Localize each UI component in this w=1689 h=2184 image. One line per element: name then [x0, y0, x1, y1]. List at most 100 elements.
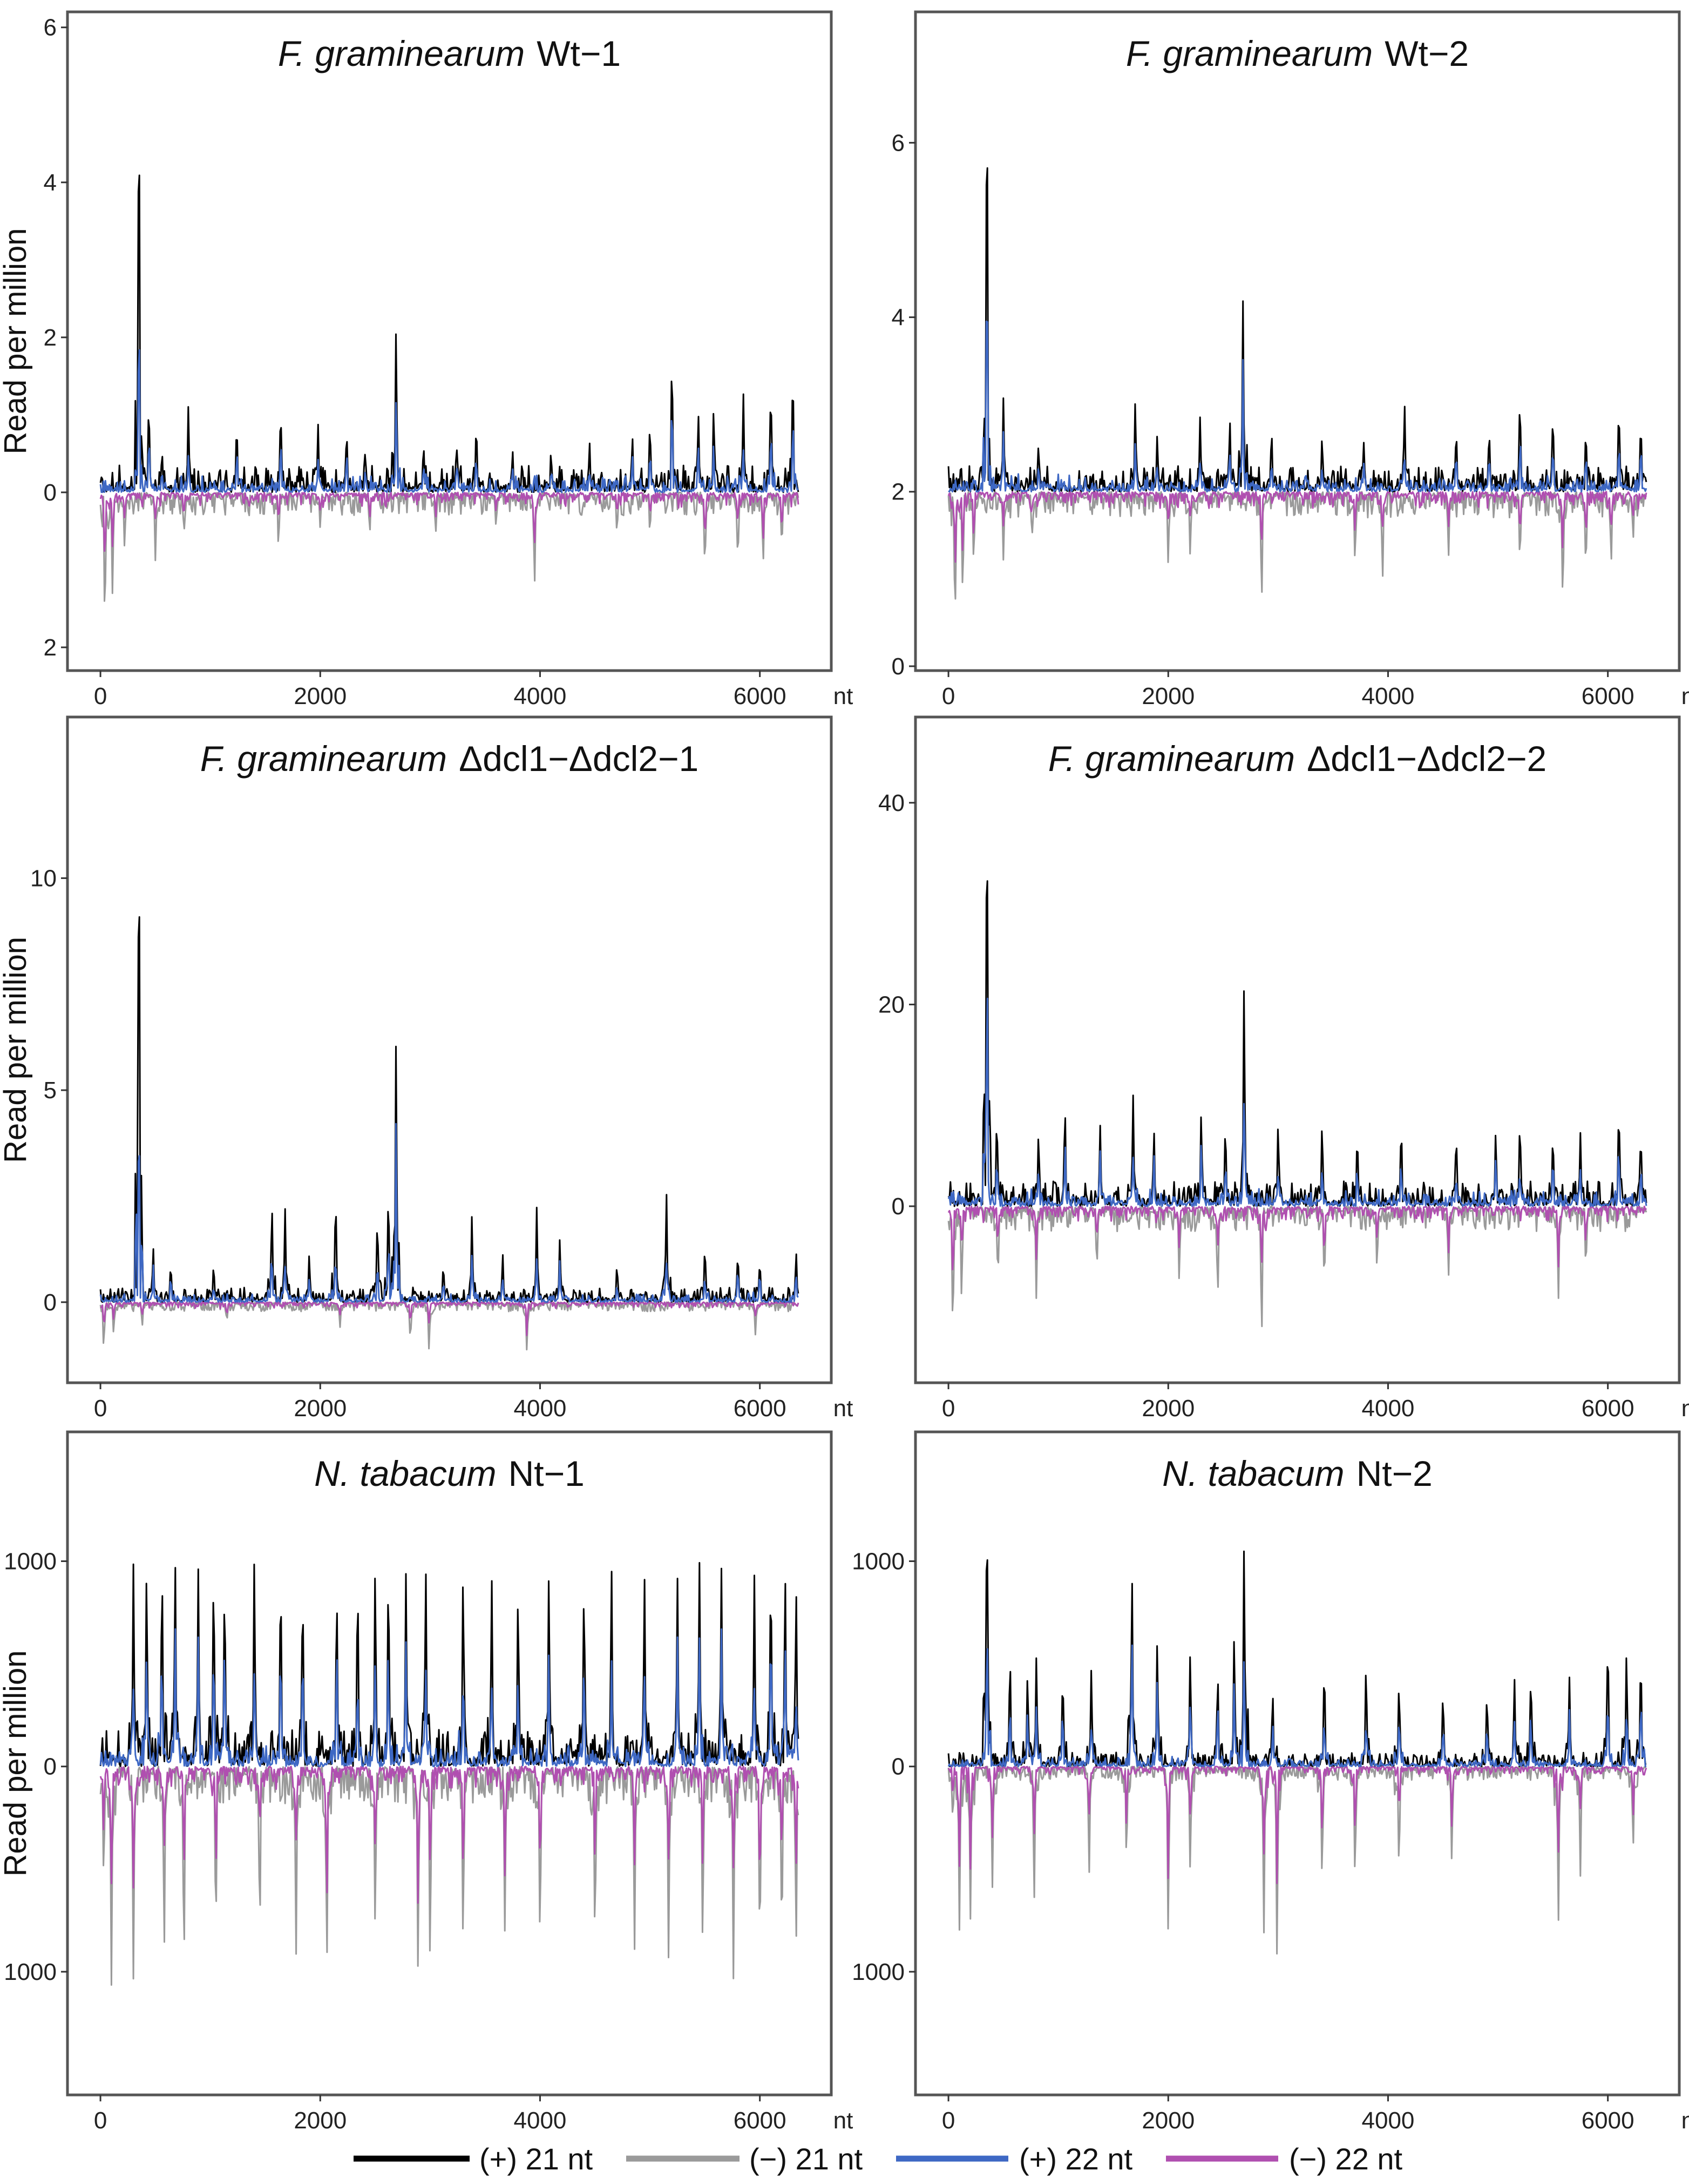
x-tick-label: 0 [94, 2107, 107, 2134]
series-line-p22 [99, 1628, 799, 1768]
panel-title-sample: Δdcl1−Δdcl2−1 [459, 739, 698, 779]
x-tick-label: 6000 [734, 1395, 786, 1422]
y-tick-label: 40 [878, 790, 905, 816]
chart-panel-1: F. graminearum Wt−1 6 4 2 0 2 0 2000 4000 6000 nt Re… [0, 10, 853, 709]
x-tick-label: 4000 [1362, 1395, 1415, 1422]
series-line-n22 [947, 491, 1647, 563]
x-axis-unit: nt [833, 1395, 853, 1422]
legend-item: (−) 22 nt [1166, 2142, 1403, 2176]
series-line-p22 [947, 997, 1647, 1207]
y-tick-label: 1000 [852, 1549, 905, 1575]
x-tick-label: 6000 [1582, 1395, 1634, 1422]
x-tick-label: 0 [942, 683, 955, 709]
y-tick-label: 6 [44, 15, 57, 41]
plot-area [947, 880, 1647, 1327]
series-line-p22 [99, 1123, 799, 1303]
panel-title-sample: Wt−2 [1385, 33, 1469, 73]
legend-label: (−) 21 nt [749, 2142, 863, 2176]
x-tick-label: 2000 [1142, 1395, 1195, 1422]
x-tick-label: 0 [942, 1395, 955, 1422]
panel-title: F. graminearum Δdcl1−Δdcl2−1 [200, 739, 698, 779]
y-tick-label: 0 [892, 1193, 905, 1220]
plot-area [947, 167, 1647, 600]
x-axis-unit: nt [1681, 683, 1689, 709]
panel-title-organism: N. tabacum [314, 1453, 496, 1493]
panel-frame [66, 10, 833, 672]
y-tick-label: 1000 [4, 1959, 57, 1985]
panel-title-sample: Δdcl1−Δdcl2−2 [1307, 739, 1546, 779]
panel-title: F. graminearum Wt−1 [278, 33, 621, 73]
x-tick-label: 4000 [514, 2107, 567, 2134]
chart-panel-3: F. graminearum Δdcl1−Δdcl2−1 10 5 0 0 2000 4000… [0, 715, 853, 1422]
x-tick-label: 2000 [294, 683, 347, 709]
series-line-n22 [99, 491, 799, 552]
series-line-p22 [947, 1644, 1646, 1768]
x-tick-label: 4000 [514, 1395, 567, 1422]
panel-title: F. graminearum Wt−2 [1126, 33, 1469, 73]
panel-title: N. tabacum Nt−2 [1162, 1453, 1433, 1493]
x-tick-label: 6000 [734, 2107, 786, 2134]
panel-title-organism: F. graminearum [1126, 33, 1373, 73]
x-tick-label: 4000 [514, 683, 567, 709]
legend: (+) 21 nt (−) 21 nt (+) 22 nt (−) 22 nt [354, 2142, 1403, 2176]
panel-title-sample: Nt−1 [508, 1453, 585, 1493]
legend-label: (−) 22 nt [1289, 2142, 1403, 2176]
y-tick-label: 5 [44, 1077, 57, 1104]
chart-panel-2: F. graminearum Wt−2 6 4 2 0 0 2000 4000 6000 nt [892, 10, 1689, 709]
plot-area [99, 174, 799, 602]
y-tick-label: 10 [30, 865, 57, 891]
x-axis-unit: nt [833, 683, 853, 709]
series-line-n22 [99, 1766, 799, 1904]
y-tick-label: 0 [44, 479, 57, 506]
series-line-n22 [947, 1205, 1647, 1270]
y-tick-label: 6 [892, 130, 905, 156]
chart-panel-6: N. tabacum Nt−2 1000 0 1000 0 2000 4000 6000 nt [852, 1430, 1689, 2134]
panel-frame [914, 10, 1681, 672]
plot-area [947, 1550, 1647, 1955]
series-line-p21 [99, 174, 799, 493]
x-tick-label: 4000 [1362, 683, 1415, 709]
series-line-p22 [99, 349, 799, 493]
y-tick-label: 20 [878, 991, 905, 1018]
x-tick-label: 0 [94, 683, 107, 709]
y-axis-label: Read per million [0, 937, 33, 1163]
x-tick-label: 2000 [1142, 683, 1195, 709]
x-tick-label: 2000 [294, 1395, 347, 1422]
panel-title-sample: Wt−1 [537, 33, 621, 73]
y-tick-label: 0 [892, 653, 905, 680]
y-axis-label: Read per million [0, 1650, 33, 1876]
y-tick-label: 0 [44, 1754, 57, 1780]
series-line-n22 [100, 1301, 799, 1336]
panel-title-organism: F. graminearum [278, 33, 525, 73]
panel-title-organism: F. graminearum [200, 739, 447, 779]
panel-title: N. tabacum Nt−1 [314, 1453, 585, 1493]
y-tick-label: 0 [892, 1754, 905, 1780]
y-tick-label: 4 [892, 305, 905, 331]
y-tick-label: 1000 [852, 1959, 905, 1985]
x-axis-unit: nt [833, 2107, 853, 2134]
series-line-p21 [947, 880, 1647, 1207]
panel-title-organism: F. graminearum [1048, 739, 1295, 779]
series-line-p21 [99, 1562, 799, 1767]
x-axis-unit: nt [1681, 1395, 1689, 1422]
series-line-p22 [948, 320, 1647, 493]
x-tick-label: 6000 [1582, 2107, 1634, 2134]
y-tick-label: 2 [44, 634, 57, 661]
y-tick-label: 2 [44, 324, 57, 351]
panel-title: F. graminearum Δdcl1−Δdcl2−2 [1048, 739, 1546, 779]
legend-item: (−) 21 nt [626, 2142, 863, 2176]
x-tick-label: 2000 [1142, 2107, 1195, 2134]
legend-label: (+) 22 nt [1019, 2142, 1133, 2176]
legend-label: (+) 21 nt [479, 2142, 593, 2176]
plot-area [99, 916, 799, 1351]
plot-area [99, 1562, 799, 1986]
x-tick-label: 2000 [294, 2107, 347, 2134]
x-tick-label: 0 [94, 1395, 107, 1422]
x-tick-label: 4000 [1362, 2107, 1415, 2134]
panel-title-organism: N. tabacum [1162, 1453, 1344, 1493]
panel-frame [914, 715, 1681, 1384]
chart-panel-5: N. tabacum Nt−1 1000 0 1000 0 2000 4000 6000 nt Re… [0, 1430, 853, 2134]
